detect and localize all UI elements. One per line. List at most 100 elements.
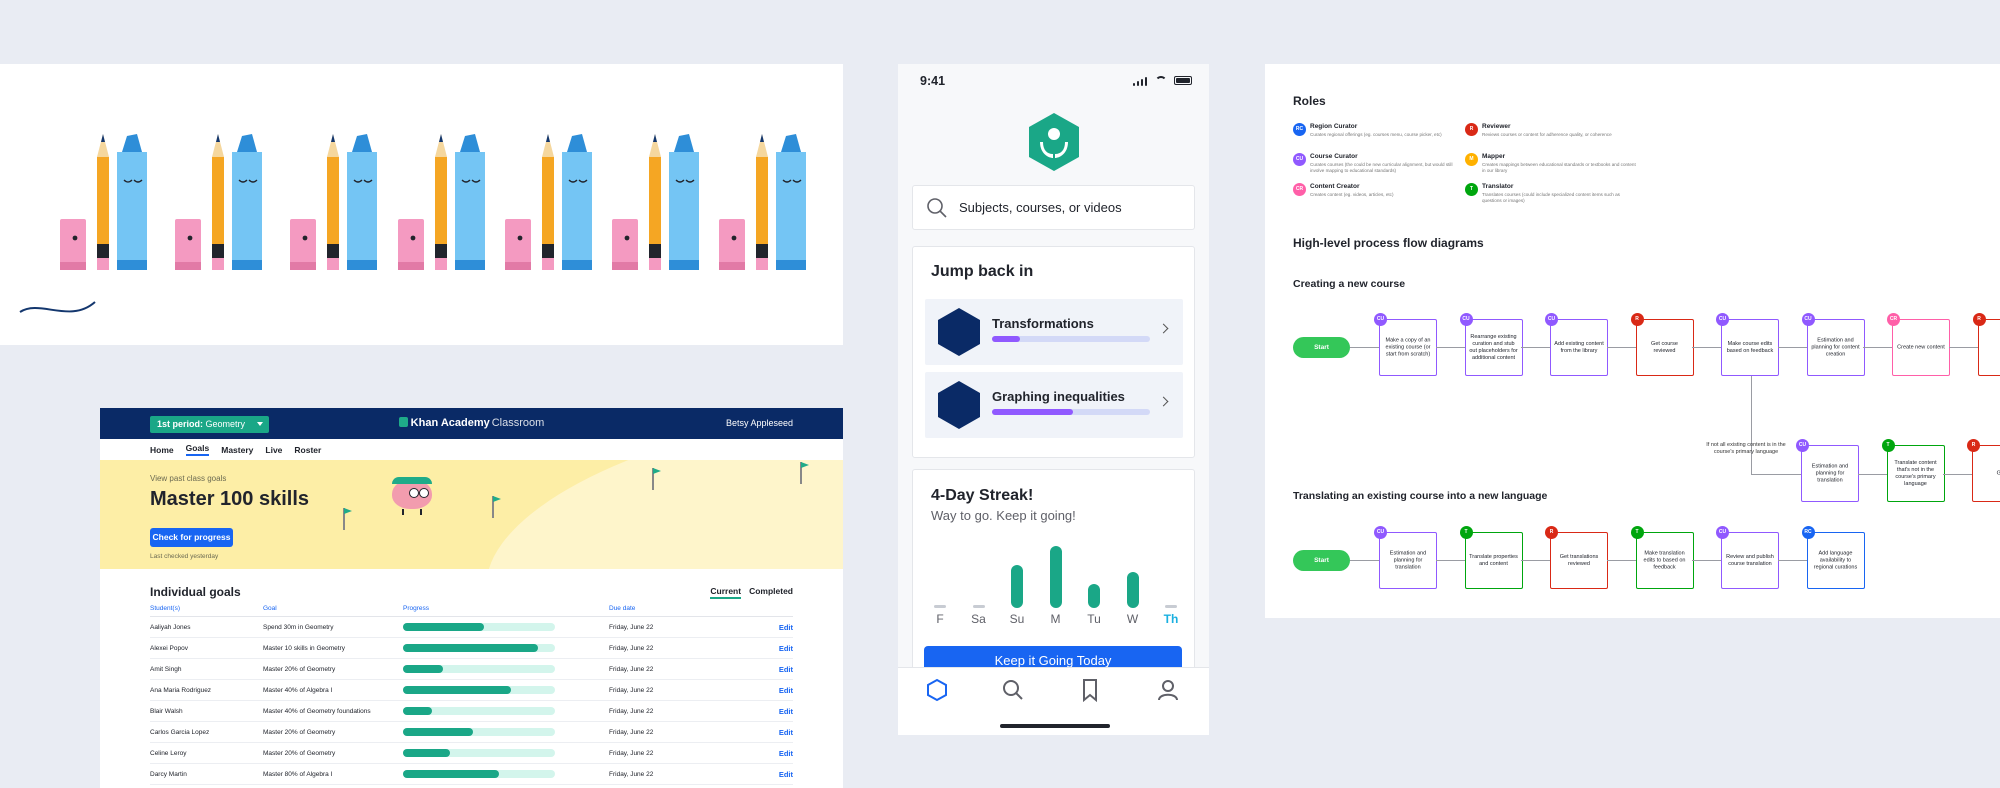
role-badge-icon: CR — [1887, 313, 1900, 326]
edit-link[interactable]: Edit — [778, 706, 793, 716]
table-row: Celine Leroy Master 20% of Geometry Friday… — [150, 743, 793, 764]
flow2-title: Translating an existing course into a ne… — [1293, 490, 1548, 502]
col-goal[interactable]: Goal — [263, 605, 277, 612]
individual-goals-section: Individual goals Current Completed Stude… — [100, 569, 843, 785]
role-badge-icon: CR — [1293, 183, 1306, 196]
check-progress-button[interactable]: Check for progress — [150, 528, 233, 547]
table-row: Ana Maria Rodriguez Master 40% of Algebra… — [150, 680, 793, 701]
flow-step: RC Add language availability to regional … — [1801, 526, 1865, 589]
tab-completed[interactable]: Completed — [749, 586, 793, 596]
role-name: Region Curator — [1310, 123, 1358, 130]
user-menu[interactable]: Betsy Appleseed — [725, 418, 793, 428]
streak-day-bar — [1088, 584, 1100, 608]
step-text: Add existing content from the library — [1554, 340, 1604, 354]
classroom-goals-screen: 1st period: Geometry Khan Academy Classro… — [100, 408, 843, 788]
edit-link[interactable]: Edit — [778, 748, 793, 758]
step-text: Get course reviewed — [1651, 340, 1678, 354]
brain-mascot-icon — [392, 479, 432, 509]
mascot-cap — [392, 477, 432, 484]
step-text: Get — [1996, 470, 2000, 476]
goal-progress-bar — [403, 665, 555, 673]
period-name: Geometry — [205, 419, 246, 429]
student-name: Celine Leroy — [150, 749, 187, 757]
goal-text: Master 10 skills in Geometry — [263, 644, 345, 652]
table-row: Blair Walsh Master 40% of Geometry founda… — [150, 701, 793, 722]
table-row: Aaliyah Jones Spend 30m in Geometry Friday… — [150, 617, 793, 638]
last-checked-text: Last checked yesterday — [150, 553, 219, 560]
pencil-characters-art — [19, 134, 806, 313]
course-item[interactable]: Graphing inequalities — [925, 372, 1183, 438]
streak-day-label: Su — [1009, 612, 1025, 626]
bookmark-icon[interactable] — [1078, 678, 1102, 702]
course-item[interactable]: Transformations — [925, 299, 1183, 365]
edit-link[interactable]: Edit — [778, 727, 793, 737]
col-progress[interactable]: Progress — [403, 605, 430, 612]
student-name: Blair Walsh — [150, 707, 183, 715]
flow-connector — [1521, 560, 1550, 561]
col-due-date[interactable]: Due date — [609, 605, 636, 612]
nav-live[interactable]: Live — [265, 444, 283, 455]
nav-roster[interactable]: Roster — [294, 444, 322, 455]
flow-step: R Get course reviewed — [1630, 313, 1694, 376]
step-text: Review and publish course translation — [1726, 553, 1774, 567]
role-description: Curates regional offerings (eg. courses … — [1310, 132, 1442, 137]
step-text: Estimation and planning for translation — [1811, 463, 1849, 483]
col-student[interactable]: Student(s) — [150, 605, 180, 612]
period-selector[interactable]: 1st period: Geometry — [150, 416, 269, 433]
course-hex-icon — [938, 308, 980, 356]
role-badge-icon: T — [1630, 526, 1644, 539]
streak-day-label: W — [1126, 612, 1139, 626]
search-input[interactable]: Subjects, courses, or videos — [912, 185, 1195, 230]
khan-logo-icon — [1029, 113, 1079, 171]
step-text: Make a copy of an existing course (or st… — [1385, 337, 1431, 357]
step-text: Translate content that's not in the cour… — [1894, 459, 1937, 487]
flow-connector — [1692, 347, 1721, 348]
search-icon[interactable] — [1001, 678, 1025, 702]
goal-text: Master 40% of Geometry foundations — [263, 707, 371, 715]
course-name: Graphing inequalities — [992, 389, 1125, 404]
step-text: Get — [1982, 344, 2000, 351]
goal-progress-bar — [403, 728, 555, 736]
streak-day-bar — [1049, 546, 1062, 608]
brand-logo[interactable]: Khan Academy Classroom — [100, 408, 843, 439]
past-goals-link[interactable]: View past class goals — [150, 474, 227, 483]
tab-current[interactable]: Current — [710, 586, 742, 599]
due-date: Friday, June 22 — [609, 770, 654, 778]
home-indicator[interactable] — [1000, 724, 1110, 728]
flow-step: CU Rearrange existing curation and stub o… — [1459, 313, 1523, 376]
role-badge-icon: R — [1972, 313, 1986, 326]
status-bar: 9:41 — [898, 64, 1209, 102]
table-header: Student(s) Goal Progress Due date — [150, 605, 793, 617]
nav-goals[interactable]: Goals — [185, 443, 210, 456]
streak-day-bar — [934, 605, 946, 608]
goal-text: Master 20% of Geometry — [263, 665, 336, 673]
step-text: Make course edits based on feedback — [1726, 340, 1774, 354]
goals-table-body: Aaliyah Jones Spend 30m in Geometry Friday… — [150, 617, 793, 785]
edit-link[interactable]: Edit — [778, 643, 793, 653]
edit-link[interactable]: Edit — [778, 664, 793, 674]
role-description: Translates courses (could include specia… — [1482, 192, 1620, 203]
table-row: Darcy Martin Master 80% of Algebra I Frida… — [150, 764, 793, 785]
role-badge-icon: R — [1545, 526, 1558, 539]
hill-shape — [466, 460, 843, 569]
flow-connector — [1777, 347, 1807, 348]
edit-link[interactable]: Edit — [778, 769, 793, 779]
flow-step: CU Estimation and planning for translatio… — [1796, 439, 1859, 502]
edit-link[interactable]: Edit — [778, 622, 793, 632]
profile-icon[interactable] — [1156, 678, 1180, 702]
flow-step: CU Make course edits based on feedback — [1716, 313, 1779, 376]
classroom-header: 1st period: Geometry Khan Academy Classro… — [100, 408, 843, 439]
edit-link[interactable]: Edit — [778, 685, 793, 695]
flow1-title: Creating a new course — [1293, 278, 1406, 290]
step-text: Rearrange existing curation and stub out… — [1469, 333, 1518, 361]
home-icon[interactable] — [925, 678, 949, 702]
nav-mastery[interactable]: Mastery — [221, 444, 254, 455]
student-name: Carlos Garcia Lopez — [150, 728, 210, 736]
nav-home[interactable]: Home — [150, 444, 174, 455]
role-description: Reviews courses or content for adherence… — [1482, 132, 1612, 137]
goal-text: Master 40% of Algebra I — [263, 686, 333, 694]
step-text: Get translations reviewed — [1559, 553, 1599, 567]
brand-name: Khan Academy — [410, 417, 490, 429]
flow-connector — [1751, 376, 1752, 474]
role-badge-icon: CU — [1545, 313, 1558, 326]
